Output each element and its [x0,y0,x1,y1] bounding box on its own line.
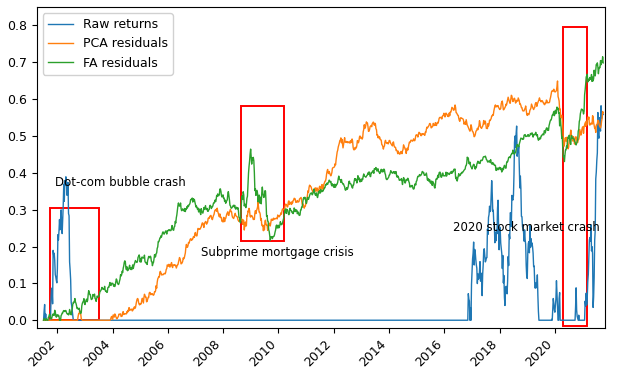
FA residuals [266,233,274,238]
Raw returns [516,167,523,171]
Text: 2020 stock market crash: 2020 stock market crash [453,221,599,233]
Raw returns [134,318,141,323]
Raw returns [40,318,47,323]
Raw returns [521,239,528,243]
PCA residuals [516,99,523,103]
FA residuals [516,142,523,146]
PCA residuals [40,318,47,323]
FA residuals [134,259,141,263]
FA residuals [521,133,528,138]
FA residuals [599,55,607,59]
Raw returns [266,318,274,323]
PCA residuals [521,109,528,113]
Legend: Raw returns, PCA residuals, FA residuals: Raw returns, PCA residuals, FA residuals [43,13,173,75]
FA residuals [143,261,150,265]
Raw returns [597,103,605,108]
FA residuals [40,318,47,323]
Line: FA residuals: FA residuals [43,57,603,320]
PCA residuals [554,79,561,83]
Text: Dot-com bubble crash: Dot-com bubble crash [55,176,185,190]
Line: Raw returns: Raw returns [43,106,603,320]
PCA residuals [143,295,150,299]
Bar [50,208,99,320]
Bar [241,106,284,241]
FA residuals [599,61,607,65]
Raw returns [418,318,426,323]
Text: Subprime mortgage crisis: Subprime mortgage crisis [201,246,354,259]
PCA residuals [266,223,274,228]
FA residuals [418,170,426,174]
Raw returns [599,112,607,117]
Line: PCA residuals: PCA residuals [43,81,603,320]
PCA residuals [134,296,141,301]
Bar [563,27,587,326]
PCA residuals [599,111,607,115]
Raw returns [143,318,150,323]
PCA residuals [418,132,426,136]
